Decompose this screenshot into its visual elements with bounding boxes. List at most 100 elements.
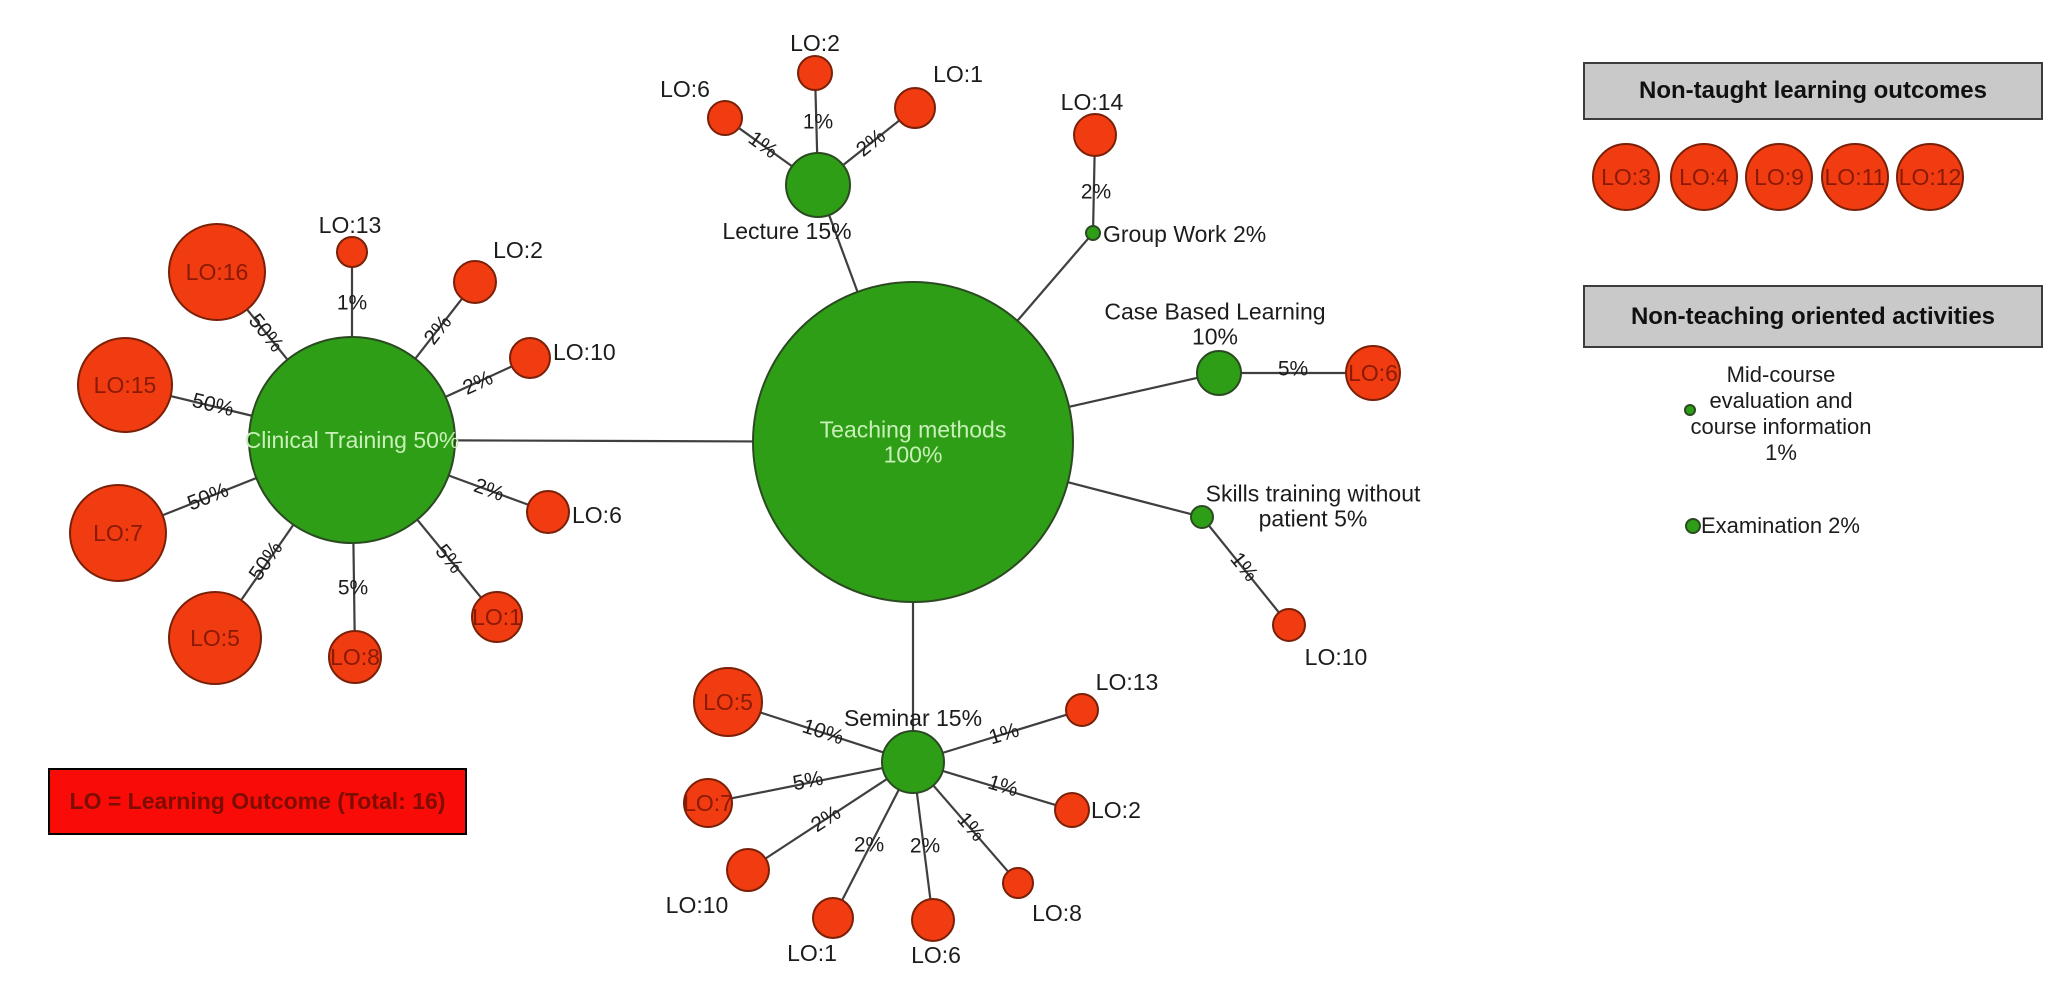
edge-label-clinical-cl_lo6: 2% bbox=[471, 474, 507, 506]
node-sem_lo1 bbox=[812, 897, 854, 939]
node-label-cl_lo7: LO:7 bbox=[93, 520, 143, 546]
node-sem_lo13 bbox=[1065, 693, 1099, 727]
edge-label-lecture-lec_lo2: 1% bbox=[803, 111, 833, 134]
node-label-skills: Skills training without patient 5% bbox=[1206, 481, 1421, 532]
edge-seminar-sem_lo8 bbox=[932, 784, 1009, 873]
edge-label-clinical-cl_lo2: 2% bbox=[420, 311, 457, 349]
edge-label-clinical-cl_lo7: 50% bbox=[184, 479, 232, 516]
edge-clinical-cl_lo1 bbox=[416, 518, 483, 599]
edge-teaching-groupwork bbox=[1016, 237, 1090, 322]
node-label-lec_lo2: LO:2 bbox=[790, 30, 840, 56]
edge-label-seminar-sem_lo7: 5% bbox=[791, 767, 825, 796]
edge-label-clinical-cl_lo16: 50% bbox=[244, 309, 288, 356]
node-sem_lo8 bbox=[1002, 867, 1034, 899]
edge-label-seminar-sem_lo13: 1% bbox=[986, 719, 1022, 750]
node-cl_lo15 bbox=[77, 337, 173, 433]
node-lec_lo2 bbox=[797, 55, 833, 91]
node-label-nt_lo4: LO:4 bbox=[1679, 164, 1729, 190]
edge-seminar-sem_lo6 bbox=[915, 792, 932, 900]
node-midcourse_dot bbox=[1684, 404, 1696, 416]
edge-label-clinical-cl_lo8: 5% bbox=[338, 577, 368, 600]
node-sem_lo6 bbox=[911, 898, 955, 942]
node-cl_lo1 bbox=[471, 591, 523, 643]
midcourse-line-3: course information bbox=[1690, 414, 1872, 439]
node-label-sem_lo10: LO:10 bbox=[666, 892, 729, 918]
edge-label-lecture-lec_lo1: 2% bbox=[852, 125, 890, 162]
edge-label-seminar-sem_lo5: 10% bbox=[799, 715, 846, 750]
edge-clinical-cl_lo6 bbox=[448, 474, 529, 506]
node-label-nt_lo12: LO:12 bbox=[1899, 164, 1962, 190]
node-label-clinical: Clinical Training 50% bbox=[245, 427, 460, 453]
node-label-cl_lo16: LO:16 bbox=[186, 259, 249, 285]
edge-seminar-sem_lo7 bbox=[731, 767, 883, 800]
edge-label-seminar-sem_lo2: 1% bbox=[985, 771, 1021, 802]
edge-skills-sk_lo10 bbox=[1208, 524, 1280, 614]
node-cl_lo10 bbox=[509, 337, 551, 379]
edge-clinical-cl_lo10 bbox=[445, 365, 513, 398]
node-cl_lo16 bbox=[168, 223, 266, 321]
lo-footnote-text: LO = Learning Outcome (Total: 16) bbox=[69, 788, 446, 814]
node-cbl_lo6 bbox=[1345, 345, 1401, 401]
node-nt_lo3 bbox=[1592, 143, 1660, 211]
node-label-groupwork: Group Work 2% bbox=[1103, 221, 1266, 247]
edge-label-clinical-cl_lo13: 1% bbox=[337, 292, 367, 315]
edge-label-clinical-cl_lo10: 2% bbox=[459, 366, 496, 400]
node-label-cbl: Case Based Learning 10% bbox=[1104, 299, 1325, 350]
legend-non-taught-title: Non-taught learning outcomes bbox=[1639, 77, 1987, 104]
legend-non-teaching-title-box: Non-teaching oriented activities bbox=[1583, 285, 2043, 348]
edge-label-clinical-cl_lo1: 5% bbox=[430, 540, 467, 578]
node-lec_lo1 bbox=[894, 87, 936, 129]
node-label-sk_lo10: LO:10 bbox=[1305, 644, 1368, 670]
edge-seminar-sem_lo13 bbox=[942, 713, 1068, 754]
node-sem_lo2 bbox=[1054, 792, 1090, 828]
node-label-seminar: Seminar 15% bbox=[844, 705, 982, 731]
node-label-nt_lo11: LO:11 bbox=[1825, 164, 1886, 190]
edge-label-seminar-sem_lo6: 2% bbox=[910, 835, 940, 858]
node-label-cl_lo13: LO:13 bbox=[319, 212, 382, 238]
node-label-sem_lo7: LO:7 bbox=[683, 790, 733, 816]
node-nt_lo4 bbox=[1670, 143, 1738, 211]
node-label-teaching: Teaching methods 100% bbox=[820, 417, 1007, 468]
node-lec_lo6 bbox=[707, 100, 743, 136]
node-label-lecture: Lecture 15% bbox=[722, 218, 851, 244]
edge-clinical-cl_lo5 bbox=[240, 524, 295, 601]
node-cl_lo6 bbox=[526, 490, 570, 534]
edge-groupwork-gw_lo14 bbox=[1092, 155, 1096, 227]
node-label-cl_lo15: LO:15 bbox=[94, 372, 157, 398]
node-cl_lo13 bbox=[336, 236, 368, 268]
node-sk_lo10 bbox=[1272, 608, 1306, 642]
node-sem_lo5 bbox=[693, 667, 763, 737]
node-label-cbl_lo6: LO:6 bbox=[1348, 360, 1398, 386]
node-seminar bbox=[881, 730, 945, 794]
edge-seminar-sem_lo5 bbox=[760, 711, 884, 754]
node-label-sem_lo6: LO:6 bbox=[911, 942, 961, 968]
edge-clinical-cl_lo8 bbox=[352, 542, 356, 632]
node-cl_lo2 bbox=[453, 260, 497, 304]
midcourse-evaluation-label: Mid-course evaluation and course informa… bbox=[1651, 362, 1911, 466]
node-cbl bbox=[1196, 350, 1242, 396]
edge-seminar-sem_lo10 bbox=[764, 778, 888, 860]
lo-footnote-box: LO = Learning Outcome (Total: 16) bbox=[48, 768, 467, 835]
node-label-sem_lo8: LO:8 bbox=[1032, 900, 1082, 926]
node-label-sem_lo2: LO:2 bbox=[1091, 797, 1141, 823]
edge-label-lecture-lec_lo6: 1% bbox=[744, 127, 782, 163]
node-nt_lo12 bbox=[1896, 143, 1964, 211]
node-label-cl_lo5: LO:5 bbox=[190, 625, 240, 651]
node-nt_lo9 bbox=[1745, 143, 1813, 211]
node-groupwork bbox=[1085, 225, 1101, 241]
midcourse-line-1: Mid-course bbox=[1726, 362, 1836, 387]
node-label-cl_lo6: LO:6 bbox=[572, 502, 622, 528]
node-label-cl_lo8: LO:8 bbox=[330, 644, 380, 670]
examination-label: Examination 2% bbox=[1701, 513, 1860, 538]
node-teaching bbox=[752, 281, 1074, 603]
node-label-lec_lo6: LO:6 bbox=[660, 76, 710, 102]
edge-teaching-cbl bbox=[1068, 376, 1198, 408]
node-label-nt_lo3: LO:3 bbox=[1601, 164, 1651, 190]
node-cl_lo7 bbox=[69, 484, 167, 582]
node-cl_lo8 bbox=[328, 630, 382, 684]
edge-label-seminar-sem_lo1: 2% bbox=[854, 834, 884, 857]
edge-lecture-lec_lo2 bbox=[814, 89, 819, 154]
edge-seminar-sem_lo2 bbox=[942, 769, 1057, 807]
